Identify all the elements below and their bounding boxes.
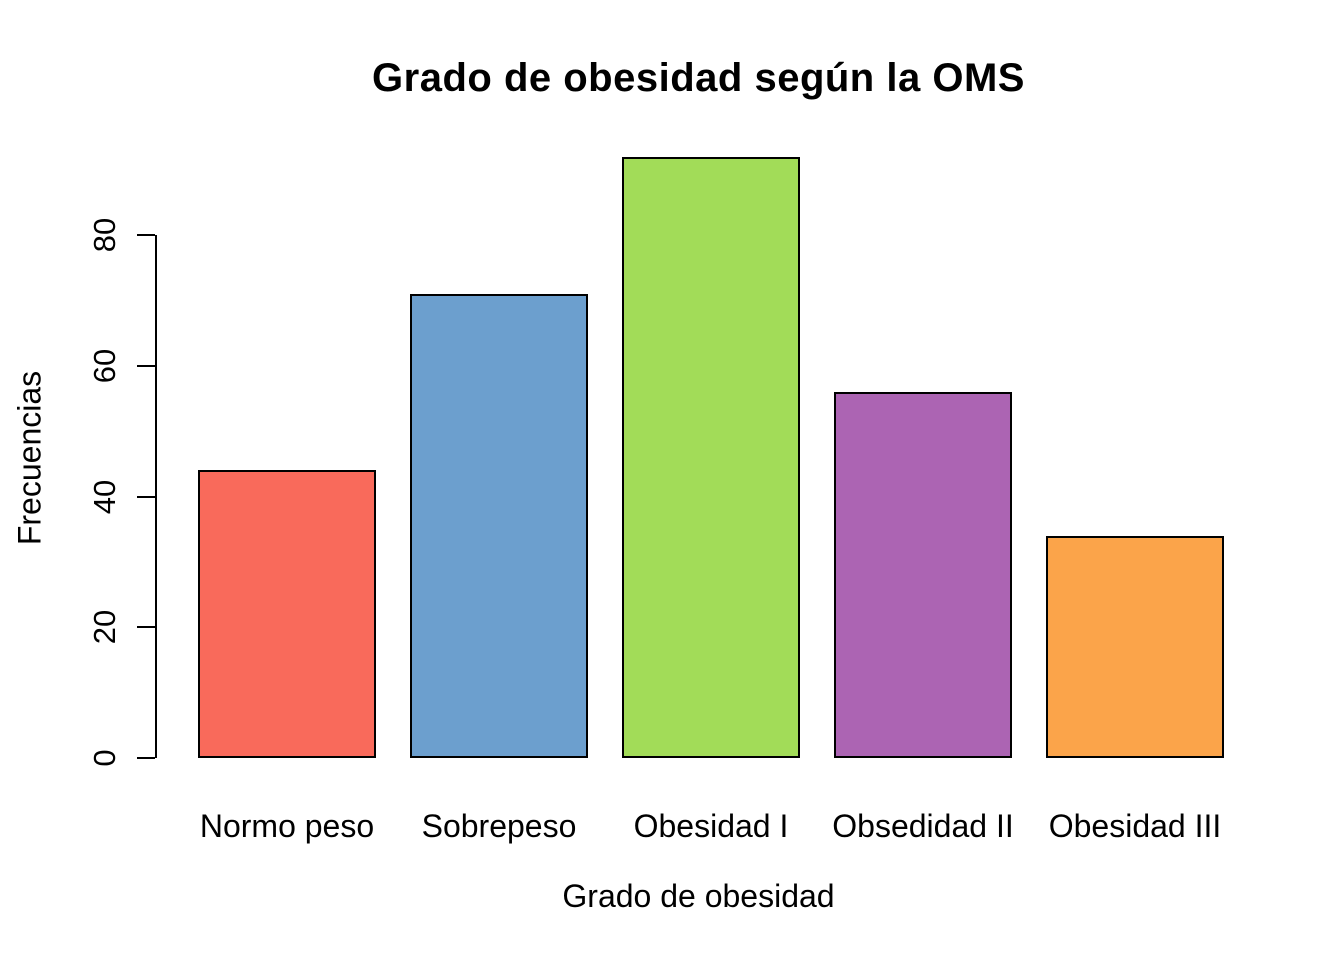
x-axis-labels: Normo peso Sobrepeso Obesidad I Obsedidad I… xyxy=(157,806,1240,846)
y-tick-label-80: 80 xyxy=(87,217,122,253)
y-tick-80 xyxy=(137,234,155,236)
y-tick-40 xyxy=(137,495,155,498)
y-tick-label-0: 0 xyxy=(87,749,122,767)
bar-obesidad-i xyxy=(622,157,800,758)
x-category-label-obesidad-iii: Obesidad III xyxy=(1048,808,1222,844)
bar-obesidad-iii xyxy=(1046,536,1224,758)
y-tick-label-20: 20 xyxy=(87,610,122,645)
y-axis-title: Frecuencias xyxy=(11,370,48,546)
chart-title: Grado de obesidad según la OMS xyxy=(372,56,1025,100)
bar-sobrepeso xyxy=(410,294,588,758)
x-axis-title: Grado de obesidad xyxy=(562,878,835,914)
x-category-label-sobrepeso: Sobrepeso xyxy=(421,808,577,844)
y-tick-label-40: 40 xyxy=(87,479,122,514)
y-tick-20 xyxy=(137,626,155,629)
y-tick-60 xyxy=(137,364,155,367)
x-category-label-obesidad-i: Obesidad I xyxy=(633,808,789,844)
x-category-label-obsedidad-ii: Obsedidad II xyxy=(832,808,1014,844)
y-axis-line xyxy=(155,235,157,758)
y-tick-label-60: 60 xyxy=(87,348,122,383)
y-tick-0 xyxy=(137,757,155,759)
x-category-label-normo-peso: Normo peso xyxy=(199,808,375,844)
bar-obsedidad-ii xyxy=(834,392,1012,758)
bar-normo-peso xyxy=(198,470,376,758)
plot-area: 0 20 40 60 80 xyxy=(87,144,1240,767)
